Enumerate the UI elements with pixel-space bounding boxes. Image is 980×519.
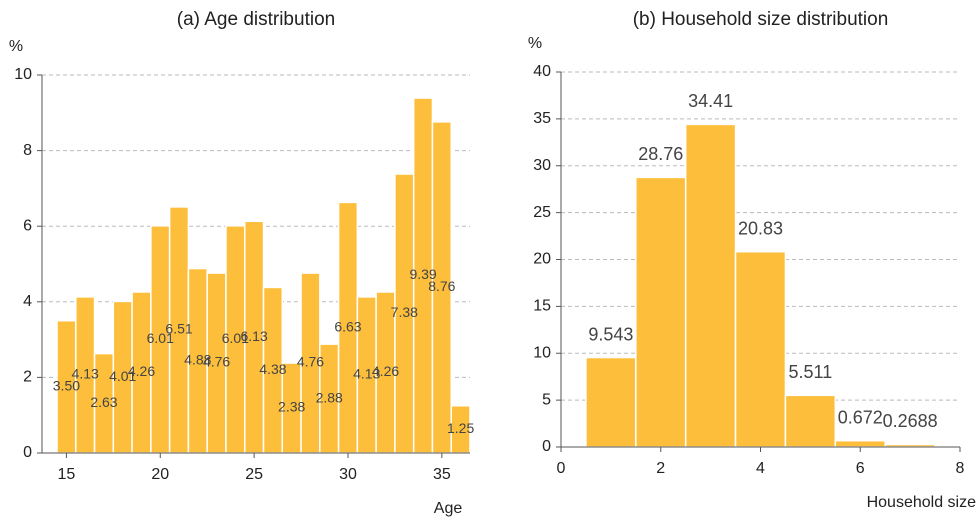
data-label: 4.38 (259, 361, 286, 377)
bar (834, 439, 886, 448)
y-tick-label: 35 (533, 110, 551, 127)
data-label: 20.83 (738, 218, 783, 238)
data-label: 1.25 (447, 420, 474, 436)
y-tick-label: 30 (533, 157, 551, 174)
y-tick-label: 0 (23, 444, 32, 461)
y-tick-label: 25 (533, 204, 551, 221)
x-tick-label: 8 (956, 460, 965, 477)
data-label: 5.511 (789, 362, 833, 382)
y-axis-label: % (528, 35, 542, 52)
chart-title: (b) Household size distribution (633, 9, 889, 30)
data-label: 4.26 (372, 363, 399, 379)
data-label: 6.63 (334, 318, 361, 334)
data-label: 4.13 (72, 366, 99, 382)
x-tick-label: 35 (433, 466, 451, 483)
y-tick-label: 40 (533, 63, 551, 80)
data-label: 4.76 (297, 354, 324, 370)
chart-title: (a) Age distribution (177, 9, 335, 30)
data-label: 4.26 (128, 363, 155, 379)
data-label: 2.63 (90, 394, 117, 410)
data-label: 28.76 (638, 144, 683, 164)
x-tick-label: 25 (245, 466, 263, 483)
data-label: 6.01 (147, 330, 174, 346)
y-tick-label: 2 (23, 369, 32, 386)
y-tick-label: 6 (23, 217, 32, 234)
data-label: 9.543 (588, 324, 633, 344)
data-label: 4.76 (203, 354, 230, 370)
x-tick-label: 0 (557, 460, 566, 477)
y-tick-label: 15 (533, 298, 551, 315)
bar (585, 356, 637, 448)
data-label: 6.13 (240, 328, 267, 344)
data-label: 0.2688 (883, 411, 938, 431)
y-tick-label: 5 (542, 391, 551, 408)
bar (784, 394, 837, 448)
data-label: 0.672 (838, 407, 883, 427)
data-label: 6.01 (222, 330, 249, 346)
x-tick-label: 4 (756, 460, 765, 477)
data-label: 3.50 (53, 378, 80, 394)
bar (734, 250, 787, 448)
data-label: 4.13 (353, 366, 380, 382)
x-tick-label: 30 (339, 466, 357, 483)
y-tick-label: 4 (23, 293, 32, 310)
y-tick-label: 20 (533, 251, 551, 268)
data-label: 34.41 (688, 91, 733, 111)
data-label: 6.51 (165, 321, 192, 337)
data-label: 9.39 (409, 266, 436, 282)
y-tick-label: 10 (14, 66, 32, 83)
data-label: 2.88 (316, 389, 343, 405)
data-label: 7.38 (391, 304, 418, 320)
x-tick-label: 20 (151, 466, 169, 483)
x-axis-label: Household size (867, 494, 977, 511)
bar (684, 123, 737, 448)
x-tick-label: 6 (856, 460, 865, 477)
data-label: 4.01 (109, 368, 136, 384)
x-tick-label: 2 (656, 460, 665, 477)
data-label: 8.76 (428, 278, 455, 294)
y-axis-label: % (9, 38, 23, 55)
data-label: 2.38 (278, 399, 305, 415)
bar (635, 176, 687, 448)
data-label: 4.88 (184, 351, 211, 367)
x-axis-label: Age (434, 500, 463, 517)
x-tick-label: 15 (58, 466, 76, 483)
y-tick-label: 10 (533, 344, 551, 361)
y-tick-label: 8 (23, 142, 32, 159)
y-tick-label: 0 (542, 438, 551, 455)
